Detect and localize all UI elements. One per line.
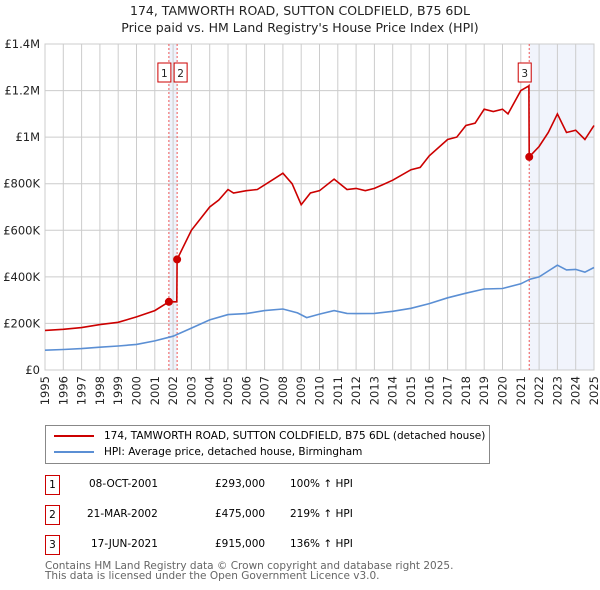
- sale-label: 1: [161, 68, 168, 80]
- post-sale-3-shade: [529, 44, 594, 370]
- transaction-row: 3 17-JUN-2021 £915,000 136% ↑ HPI: [45, 535, 445, 555]
- x-tick-label: 2022: [532, 376, 546, 405]
- legend-item-hpi: HPI: Average price, detached house, Birm…: [54, 446, 362, 458]
- sale-label-box: [517, 62, 532, 83]
- x-tick-label: 2006: [239, 376, 253, 405]
- legend-swatch-blue: [54, 451, 94, 453]
- plot-frame: [44, 43, 595, 371]
- y-tick-label: £1M: [15, 130, 40, 144]
- chart-subtitle: Price paid vs. HM Land Registry's House …: [121, 20, 479, 35]
- sale-point: [525, 152, 534, 161]
- x-tick-label: 2014: [386, 376, 400, 405]
- transaction-price: £475,000: [215, 508, 266, 520]
- x-tick-label: 2011: [331, 376, 345, 405]
- x-tick-label: 2015: [404, 376, 418, 405]
- transaction-badge: 1: [45, 475, 60, 495]
- transaction-hpi: 136% ↑ HPI: [290, 538, 353, 550]
- x-tick-label: 2013: [367, 376, 381, 405]
- y-tick-label: £1.4M: [4, 37, 40, 51]
- legend-item-property: 174, TAMWORTH ROAD, SUTTON COLDFIELD, B7…: [54, 430, 485, 442]
- y-tick-label: £400K: [3, 270, 40, 284]
- x-tick-label: 2024: [569, 376, 583, 405]
- x-tick-label: 2025: [587, 376, 600, 405]
- property-price-line: [44, 84, 595, 332]
- sale-label: 2: [177, 68, 184, 80]
- transaction-row: 1 08-OCT-2001 £293,000 100% ↑ HPI: [45, 475, 445, 495]
- hpi-line: [44, 264, 595, 351]
- x-tick-label: 2012: [349, 376, 363, 405]
- transaction-date: 17-JUN-2021: [91, 538, 158, 550]
- x-tick-label: 2009: [294, 376, 308, 405]
- y-tick-label: £200K: [3, 316, 40, 330]
- x-tick-label: 2005: [221, 376, 235, 405]
- sale-point: [164, 297, 173, 306]
- transaction-hpi: 100% ↑ HPI: [290, 478, 353, 490]
- sale-label-box: [157, 62, 172, 83]
- y-tick-label: £0: [25, 363, 40, 377]
- x-tick-label: 2003: [184, 376, 198, 405]
- x-tick-label: 2000: [130, 376, 144, 405]
- footer-license: This data is licensed under the Open Gov…: [45, 570, 380, 582]
- transaction-date: 21-MAR-2002: [87, 508, 158, 520]
- transaction-badge: 3: [45, 535, 60, 555]
- footer-copyright: Contains HM Land Registry data © Crown c…: [45, 560, 454, 572]
- x-tick-label: 2001: [148, 376, 162, 405]
- x-tick-label: 2017: [441, 376, 455, 405]
- legend: 174, TAMWORTH ROAD, SUTTON COLDFIELD, B7…: [45, 425, 490, 464]
- x-tick-label: 2019: [477, 376, 491, 405]
- sale-label-box: [173, 62, 188, 83]
- x-tick-label: 1995: [38, 376, 52, 405]
- y-tick-label: £1.2M: [4, 84, 40, 98]
- sale-point: [173, 255, 182, 264]
- x-tick-label: 1998: [93, 376, 107, 405]
- transaction-badge: 2: [45, 505, 60, 525]
- transaction-date: 08-OCT-2001: [89, 478, 158, 490]
- sale-label: 3: [521, 68, 528, 80]
- x-tick-label: 1997: [75, 376, 89, 405]
- transaction-row: 2 21-MAR-2002 £475,000 219% ↑ HPI: [45, 505, 445, 525]
- transaction-hpi: 219% ↑ HPI: [290, 508, 353, 520]
- transaction-price: £915,000: [215, 538, 266, 550]
- x-tick-label: 2020: [496, 376, 510, 405]
- x-tick-label: 2002: [166, 376, 180, 405]
- x-tick-label: 2008: [276, 376, 290, 405]
- legend-label-property: 174, TAMWORTH ROAD, SUTTON COLDFIELD, B7…: [104, 430, 486, 442]
- chart-title: 174, TAMWORTH ROAD, SUTTON COLDFIELD, B7…: [130, 3, 470, 18]
- x-tick-label: 2016: [422, 376, 436, 405]
- footer: Contains HM Land Registry data © Crown c…: [45, 560, 454, 582]
- x-tick-label: 2018: [459, 376, 473, 405]
- x-tick-label: 1999: [111, 376, 125, 405]
- x-tick-label: 2010: [313, 376, 327, 405]
- y-tick-label: £600K: [3, 223, 40, 237]
- x-tick-label: 2023: [550, 376, 564, 405]
- transaction-price: £293,000: [215, 478, 266, 490]
- x-tick-label: 2007: [258, 376, 272, 405]
- legend-swatch-red: [54, 435, 94, 437]
- y-tick-label: £800K: [3, 177, 40, 191]
- x-tick-label: 1996: [56, 376, 70, 405]
- legend-label-hpi: HPI: Average price, detached house, Birm…: [104, 446, 363, 458]
- price-chart: £0 £200K £400K £600K £800K £1M £1.2M £1.4M 1995 1…: [3, 37, 600, 405]
- x-tick-label: 2021: [514, 376, 528, 405]
- x-tick-label: 2004: [203, 376, 217, 405]
